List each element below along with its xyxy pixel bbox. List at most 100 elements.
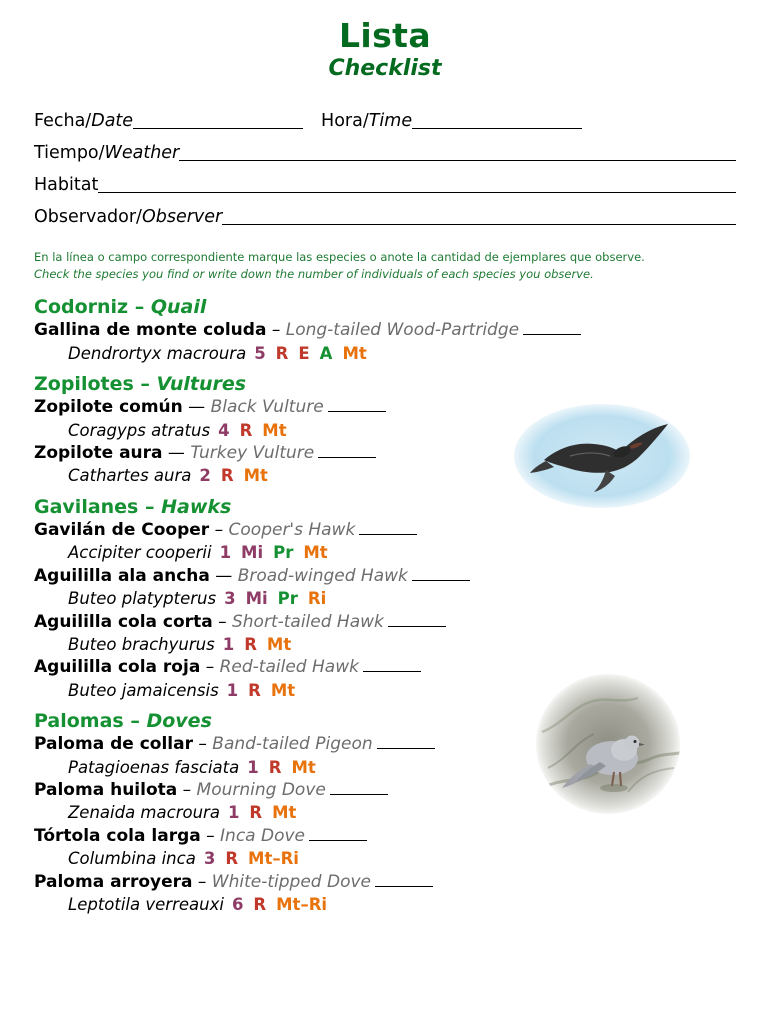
- group-name-es: Gavilanes: [34, 495, 139, 518]
- species-count: 1: [219, 543, 232, 563]
- species-scientific-name: Buteo brachyurus: [68, 634, 215, 654]
- species-common-row: Gallina de monte coluda – Long-tailed Wo…: [34, 320, 736, 341]
- date-time-row: Fecha/Date Hora/Time: [34, 111, 736, 131]
- species-count: 4: [218, 420, 230, 440]
- group-separator: –: [123, 710, 147, 733]
- species-scientific-name: Dendrortyx macroura: [68, 343, 247, 363]
- group-name-en: Doves: [146, 710, 212, 733]
- species-status-code: Pr: [277, 589, 298, 609]
- species-status-code: R: [249, 803, 263, 823]
- species-tally-line[interactable]: [362, 659, 421, 673]
- group-separator: –: [133, 373, 157, 396]
- group-heading: Palomas – Doves: [34, 710, 736, 732]
- species-separator: –: [177, 780, 197, 801]
- group-name-es: Palomas: [34, 710, 124, 733]
- species-tally-line[interactable]: [309, 828, 368, 841]
- species-tally-line[interactable]: [375, 874, 433, 887]
- species-status-code: Ri: [307, 589, 327, 609]
- species-name-en: Cooper's Hawk: [228, 519, 356, 540]
- species-scientific-name: Buteo platypterus: [68, 589, 217, 609]
- species-name-en: Red-tailed Hawk: [219, 657, 359, 678]
- species-scientific-row: Buteo platypterus 3 Mi Pr Ri: [68, 588, 736, 609]
- species-separator: —: [182, 397, 211, 418]
- form-fields: Fecha/Date Hora/Time Tiempo/Weather Habi…: [34, 111, 736, 227]
- species-separator: –: [192, 871, 212, 892]
- species-status-code: Mt: [342, 343, 367, 363]
- date-input-line[interactable]: [133, 115, 304, 129]
- species-checklist: Codorniz – Quail Gallina de monte coluda …: [34, 296, 736, 915]
- species-status-code: R: [225, 849, 239, 869]
- species-tally-line[interactable]: [523, 322, 582, 336]
- species-scientific-row: Columbina inca 3 R Mt–Ri: [68, 848, 736, 869]
- species-name-es: Aguililla ala ancha: [34, 565, 210, 586]
- species-status-code: Mt–Ri: [276, 895, 328, 915]
- date-label-es: Fecha/: [34, 110, 92, 131]
- species-scientific-name: Buteo jamaicensis: [68, 680, 219, 700]
- vulture-in-flight-photo: [514, 404, 690, 508]
- species-scientific-name: Cathartes aura: [68, 466, 192, 486]
- species-name-en: White-tipped Dove: [211, 871, 371, 892]
- species-separator: –: [192, 734, 213, 755]
- species-scientific-name: Zenaida macroura: [68, 803, 220, 823]
- species-name-es: Aguililla cola roja: [34, 657, 201, 678]
- observer-row: Observador/Observer: [34, 207, 736, 227]
- species-scientific-row: Dendrortyx macroura 5 R E A Mt: [68, 343, 736, 364]
- species-scientific-row: Buteo brachyurus 1 R Mt: [68, 634, 736, 655]
- instructions-es: En la línea o campo correspondiente marq…: [34, 249, 645, 264]
- group-separator: –: [138, 495, 162, 518]
- species-status-code: Mt–Ri: [248, 849, 299, 869]
- species-tally-line[interactable]: [359, 522, 418, 535]
- species-common-row: Tórtola cola larga – Inca Dove: [34, 826, 736, 847]
- species-count: 5: [254, 343, 266, 363]
- weather-input-line[interactable]: [179, 147, 736, 161]
- species-count: 3: [224, 589, 236, 609]
- species-common-row: Aguililla cola corta – Short-tailed Hawk: [34, 612, 736, 633]
- species-count: 2: [199, 466, 211, 486]
- species-status-code: R: [275, 343, 289, 363]
- species-tally-line[interactable]: [387, 614, 446, 627]
- observer-label-en: Observer: [141, 206, 223, 227]
- page-title: Lista: [338, 16, 432, 55]
- species-tally-line[interactable]: [376, 736, 435, 750]
- species-count: 1: [247, 757, 259, 777]
- time-input-line[interactable]: [412, 115, 583, 129]
- species-scientific-row: Zenaida macroura 1 R Mt: [68, 802, 736, 823]
- species-scientific-name: Columbina inca: [68, 849, 196, 869]
- species-name-es: Zopilote común: [34, 397, 183, 418]
- observer-label-es: Observador/: [34, 206, 142, 227]
- species-separator: —: [162, 442, 191, 463]
- species-status-code: R: [220, 466, 234, 486]
- species-tally-line[interactable]: [327, 399, 386, 413]
- species-name-en: Inca Dove: [220, 825, 306, 846]
- species-common-row: Zopilote aura — Turkey Vulture: [34, 443, 736, 464]
- group-heading: Zopilotes – Vultures: [34, 373, 736, 395]
- group-name-es: Zopilotes: [34, 373, 134, 396]
- species-scientific-row: Cathartes aura 2 R Mt: [68, 465, 736, 486]
- species-count: 1: [226, 680, 239, 700]
- species-tally-line[interactable]: [329, 782, 388, 796]
- species-status-code: R: [268, 757, 282, 777]
- species-name-es: Gavilán de Cooper: [34, 519, 210, 540]
- species-name-en: Mourning Dove: [196, 780, 326, 801]
- species-name-es: Zopilote aura: [34, 442, 163, 463]
- habitat-input-line[interactable]: [98, 179, 736, 193]
- species-tally-line[interactable]: [411, 568, 470, 581]
- species-separator: –: [200, 657, 220, 678]
- species-status-code: Mt: [270, 680, 296, 700]
- species-status-code: E: [298, 343, 310, 363]
- species-status-code: Pr: [273, 543, 294, 563]
- group-name-en: Vultures: [156, 373, 247, 396]
- species-name-es: Aguililla cola corta: [34, 611, 213, 632]
- group-name-es: Codorniz: [34, 296, 129, 319]
- species-name-es: Paloma de collar: [34, 734, 193, 755]
- species-scientific-row: Leptotila verreauxi 6 R Mt–Ri: [68, 894, 736, 915]
- species-tally-line[interactable]: [318, 445, 377, 458]
- species-name-en: Turkey Vulture: [190, 442, 315, 463]
- species-common-row: Gavilán de Cooper – Cooper's Hawk: [34, 520, 736, 541]
- species-separator: –: [209, 519, 229, 540]
- species-status-code: Mt: [291, 757, 316, 777]
- observer-input-line[interactable]: [222, 211, 736, 225]
- species-name-en: Black Vulture: [210, 397, 324, 418]
- species-count: 6: [231, 895, 244, 915]
- species-separator: —: [209, 565, 238, 586]
